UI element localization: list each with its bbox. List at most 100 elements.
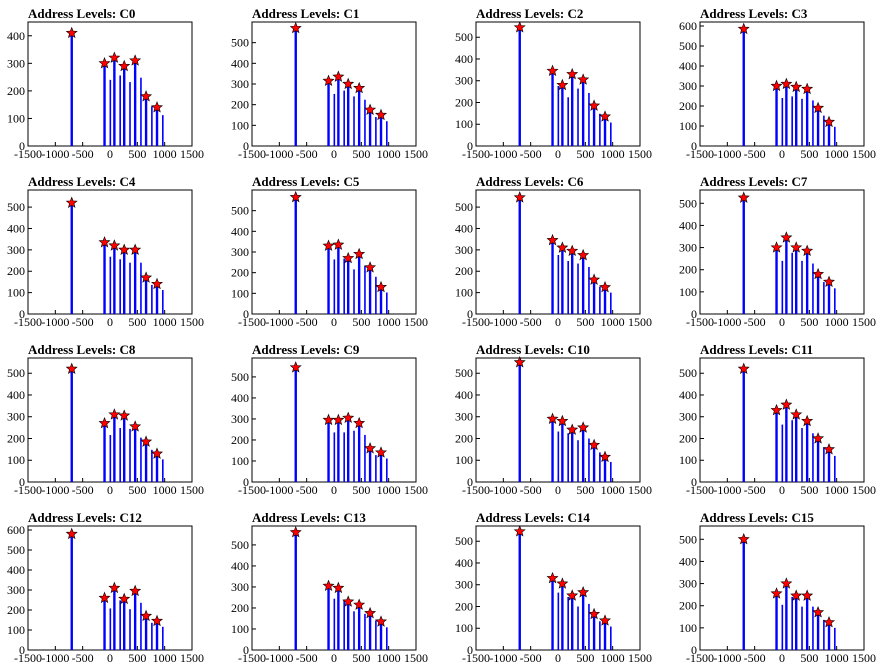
bar [551,240,554,314]
x-tick-label: 500 [576,147,594,161]
x-tick-label: 0 [555,147,561,161]
y-tick-label: 300 [455,410,473,424]
bar [353,430,355,482]
bar [561,247,564,314]
panel-9: Address Levels: C90100200300400500-1500-… [231,342,428,497]
y-tick-label: 400 [679,388,697,402]
peak-marker [770,403,783,416]
bar [567,97,569,146]
x-tick-label: 1500 [404,483,428,497]
y-tick-label: 300 [679,79,697,93]
bar [119,259,121,314]
bar [368,109,372,146]
peak-marker [577,586,590,598]
y-tick-label: 300 [455,243,473,257]
y-tick-label: 300 [679,241,697,255]
bar [812,433,814,482]
bar [162,290,164,314]
bar [162,459,164,482]
peak-marker [577,421,590,433]
peak-marker [823,616,836,628]
bar [151,622,153,650]
bar [791,252,793,314]
panel-13: Address Levels: C13 0 100 200 300 400 500 -1500… [231,510,428,665]
x-tick-label: 500 [128,147,146,161]
x-tick-label: -500 [520,147,542,161]
bar [781,604,784,650]
peak-marker [556,414,569,427]
bar [805,595,809,650]
bar [823,619,825,650]
bar [599,286,601,314]
bar [155,621,159,650]
y-tick-label: 0 [19,643,25,657]
peak-marker [801,82,814,95]
x-tick-label: -1000 [41,315,69,329]
y-tick-label: 300 [7,410,25,424]
y-tick-label: 200 [231,601,249,615]
y-tick-label: 100 [679,285,697,299]
bar [603,620,607,650]
bar [140,77,142,146]
bar [571,74,574,146]
peak-marker [140,271,153,283]
bar [333,598,336,650]
bar [357,254,361,314]
y-tick-label: 200 [231,266,249,280]
y-tick-label: 400 [7,29,25,43]
bar [801,606,803,650]
peak-marker [289,21,302,34]
bar [347,84,350,146]
peak-marker [364,261,377,273]
peak-marker [118,243,131,255]
peak-marker [790,408,803,420]
x-tick-label: -1000 [489,147,517,161]
x-tick-label: -500 [296,147,318,161]
bar [140,262,142,314]
x-tick-label: 1000 [153,147,177,161]
peak-marker [770,79,783,92]
y-tick-label: 500 [7,366,25,380]
bar [791,420,793,482]
bar [144,616,148,650]
bar [357,423,361,482]
panel-title: Address Levels: C4 [28,174,136,189]
peak-marker [332,413,345,426]
bar [379,287,383,314]
y-tick-label: 100 [7,111,25,125]
y-tick-label: 500 [455,30,473,44]
peak-marker [801,244,814,256]
peak-marker [566,423,579,435]
peak-marker [513,525,526,537]
y-tick-label: 0 [243,307,249,321]
x-tick-label: 1500 [852,315,876,329]
y-tick-label: 400 [7,388,25,402]
bar [816,108,820,146]
bar [103,598,106,650]
peak-marker [151,101,164,113]
panel-8: Address Levels: C80100200300400500-1500-… [7,342,204,497]
x-tick-label: 500 [576,315,594,329]
x-tick-label: 1000 [153,483,177,497]
bar [337,244,340,314]
y-tick-label: 500 [679,366,697,380]
peak-marker [364,103,377,115]
y-tick-label: 100 [455,453,473,467]
peak-marker [364,606,377,619]
x-tick-label: 1000 [601,315,625,329]
peak-marker [599,280,612,293]
peak-marker [513,356,526,368]
peak-marker [546,233,559,246]
y-tick-label: 100 [7,286,25,300]
x-tick-label: 500 [800,483,818,497]
peak-marker [780,77,793,90]
bar [133,591,137,650]
peak-marker [353,247,366,260]
peak-marker [790,80,803,93]
y-tick-label: 100 [231,286,249,300]
bar [816,612,820,650]
peak-marker [342,77,355,90]
y-tick-label: 400 [679,554,697,568]
bar [577,263,579,314]
bar [103,423,106,482]
